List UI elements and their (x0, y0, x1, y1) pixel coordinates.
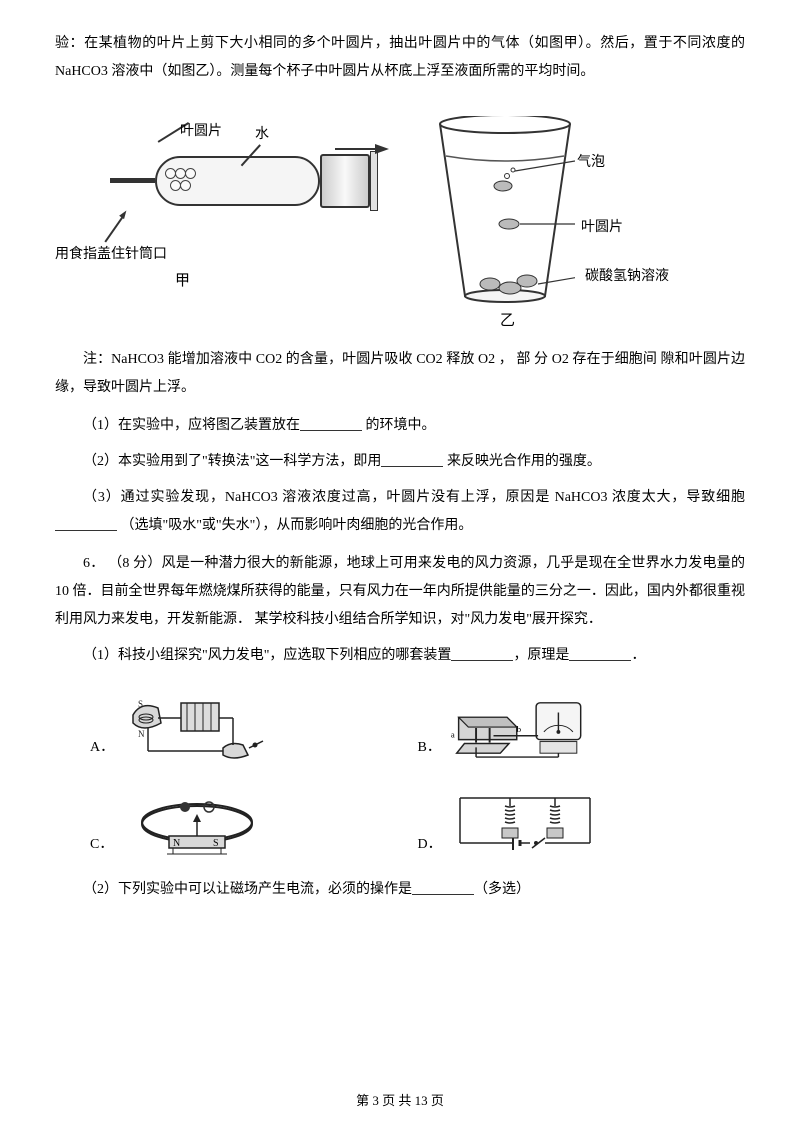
option-a[interactable]: A． S N (90, 682, 418, 767)
intro-paragraph: 验：在某植物的叶片上剪下大小相同的多个叶圆片，抽出叶圆片中的气体（如图甲）。然后… (55, 30, 745, 86)
q6-sub2: （2）下列实验中可以让磁场产生电流，必须的操作是 （多选） (55, 876, 745, 904)
label-name-b: 乙 (500, 306, 515, 336)
q1-blank[interactable] (300, 415, 362, 431)
diagram-container: 叶圆片 水 用食指盖住针筒口 甲 (55, 101, 745, 331)
q6-intro: 6． （8 分）风是一种潜力很大的新能源，地球上可用来发电的风力资源，几乎是现在… (55, 550, 745, 634)
q2-tail: 来反映光合作用的强度。 (443, 454, 601, 469)
option-b-label: B． (418, 734, 441, 767)
svg-text:S: S (138, 699, 143, 709)
question-2: （2）本实验用到了"转换法"这一科学方法，即用 来反映光合作用的强度。 (55, 448, 745, 476)
diagram-b: 气泡 叶圆片 碳酸氢钠溶液 乙 (405, 101, 625, 331)
question-1: （1）在实验中，应将图乙装置放在 的环境中。 (55, 412, 745, 440)
q1-tail: 的环境中。 (362, 418, 436, 433)
svg-text:N: N (138, 729, 145, 739)
note-paragraph: 注：NaHCO3 能增加溶液中 CO2 的含量，叶圆片吸收 CO2 释放 O2 … (55, 346, 745, 402)
diagram-a: 叶圆片 水 用食指盖住针筒口 甲 (75, 126, 405, 306)
option-d-label: D． (418, 831, 442, 864)
option-b-image: b a (447, 689, 602, 767)
option-c-label: C． (90, 831, 113, 864)
q3b-text: （选填"吸水"或"失水"），从而影响叶肉细胞的光合作用。 (117, 518, 472, 533)
q6-1-blank1[interactable] (451, 645, 513, 661)
q6-sub1: （1）科技小组探究"风力发电"，应选取下列相应的哪套装置 ，原理是 ． (55, 642, 745, 670)
option-d[interactable]: D． (418, 779, 746, 864)
q3a-text: （3）通过实验发现，NaHCO3 溶液浓度过高，叶圆片没有上浮，原因是 NaHC… (83, 490, 745, 505)
q2-text: （2）本实验用到了"转换法"这一科学方法，即用 (83, 454, 381, 469)
svg-text:a: a (451, 730, 455, 740)
label-bubble: 气泡 (577, 149, 605, 177)
option-c[interactable]: C． N S (90, 779, 418, 864)
q2-blank[interactable] (381, 451, 443, 467)
option-a-image: S N (120, 689, 275, 767)
q6-1b: ，原理是 (513, 648, 569, 663)
question-3: （3）通过实验发现，NaHCO3 溶液浓度过高，叶圆片没有上浮，原因是 NaHC… (55, 484, 745, 540)
svg-text:S: S (213, 838, 219, 849)
option-c-image: N S (119, 786, 274, 864)
option-a-label: A． (90, 734, 114, 767)
label-leaf-b: 叶圆片 (581, 214, 623, 242)
q6-1a: （1）科技小组探究"风力发电"，应选取下列相应的哪套装置 (83, 648, 451, 663)
q6-2a: （2）下列实验中可以让磁场产生电流，必须的操作是 (83, 882, 412, 897)
label-leaf-a: 叶圆片 (180, 118, 222, 146)
q6-1c: ． (631, 648, 645, 663)
q3-blank[interactable] (55, 515, 117, 531)
svg-text:b: b (517, 724, 522, 734)
q6-2-blank[interactable] (412, 879, 474, 895)
option-d-image (448, 786, 603, 864)
option-b[interactable]: B． b a (418, 682, 746, 767)
svg-text:N: N (173, 838, 180, 849)
q1-text: （1）在实验中，应将图乙装置放在 (83, 418, 300, 433)
label-water: 水 (255, 121, 269, 149)
page-footer: 第 3 页 共 13 页 (0, 1088, 800, 1114)
label-solution: 碳酸氢钠溶液 (585, 263, 669, 291)
q6-2b: （多选） (474, 882, 530, 897)
q6-options-grid: A． S N (55, 682, 745, 864)
label-finger: 用食指盖住针筒口 (55, 241, 167, 269)
q6-1-blank2[interactable] (569, 645, 631, 661)
label-name-a: 甲 (175, 266, 190, 296)
